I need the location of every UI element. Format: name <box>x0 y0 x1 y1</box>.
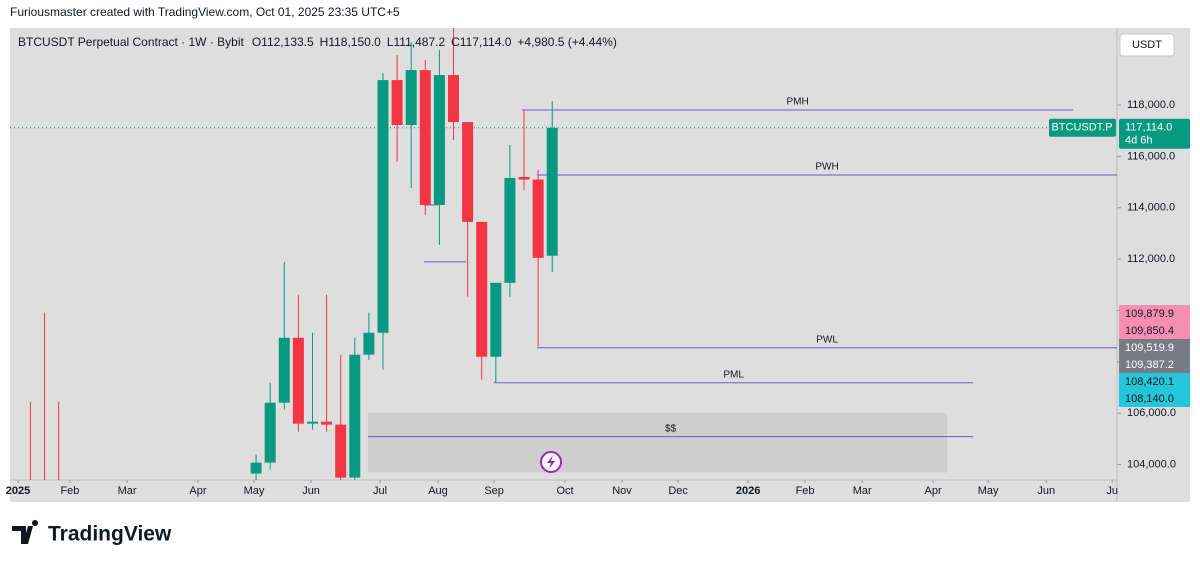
ohlc-label: H118,150.0 <box>320 35 381 49</box>
y-tick-label: 118,000.0 <box>1127 99 1175 111</box>
chart-title: BTCUSDT Perpetual Contract · 1W · Bybit <box>18 35 245 49</box>
level-label: PMH <box>786 97 808 108</box>
axis-badge <box>1119 322 1190 339</box>
candle-body <box>433 75 445 205</box>
candle-body <box>335 424 347 478</box>
x-tick-label: Mar <box>118 485 137 497</box>
y-tick-label: 112,000.0 <box>1127 253 1175 265</box>
plot-area: PMH PWH PWL PML $$ <box>10 28 1117 480</box>
countdown-label: 4d 6h <box>1125 135 1153 147</box>
x-tick-label: Jul <box>373 485 387 497</box>
candle-body <box>377 80 389 333</box>
y-tick-label: 104,000.0 <box>1127 458 1176 470</box>
level-label: PWH <box>815 162 838 173</box>
x-tick-label: May <box>978 485 999 497</box>
lightning-icon <box>540 451 562 473</box>
x-tick-label: Apr <box>925 485 942 497</box>
x-tick-label: 2026 <box>736 485 760 497</box>
level-label: PML <box>723 369 744 380</box>
candle-body <box>419 70 431 205</box>
y-tick-label: 116,000.0 <box>1127 150 1175 162</box>
axis-badge <box>1119 339 1190 356</box>
axis-badge-label: 109,387.2 <box>1125 359 1174 371</box>
change-label: +4,980.5 (+4.44%) <box>517 35 616 49</box>
price-label: 117,114.0 <box>1125 122 1172 134</box>
x-tick-label: Ju <box>1106 485 1118 497</box>
symbol-label: BTCUSDT.P <box>1051 122 1112 134</box>
x-tick-label: Dec <box>668 485 688 497</box>
candle-body <box>349 354 361 478</box>
overlay: 104,000.0106,000.0108,000.0110,000.0112,… <box>6 99 1190 497</box>
y-tick-label: 106,000.0 <box>1127 407 1176 419</box>
level-label: $$ <box>665 423 677 434</box>
axis-badge <box>1119 373 1190 390</box>
ohlc-label: O112,133.5 <box>252 35 314 49</box>
candle-body <box>363 332 375 355</box>
level-label: PWL <box>816 334 838 345</box>
logo-mark <box>12 520 39 544</box>
candle-body <box>278 337 290 403</box>
candle-body <box>391 80 403 126</box>
axis-badge <box>1119 356 1190 373</box>
candle-body <box>532 179 544 258</box>
candle-body <box>504 177 516 283</box>
candle-body <box>490 282 502 357</box>
x-tick-label: Apr <box>189 485 206 497</box>
candle-body <box>462 122 474 222</box>
candle-body <box>264 402 276 463</box>
x-tick-label: Jun <box>302 485 320 497</box>
x-tick-label: May <box>244 485 265 497</box>
candle-body <box>250 462 262 474</box>
candle-body <box>405 70 417 126</box>
axis-badge-label: 108,420.1 <box>1125 376 1174 388</box>
ohlc-label: L111,487.2 <box>387 35 446 49</box>
axis-badge <box>1119 305 1190 322</box>
x-tick-label: Nov <box>612 485 632 497</box>
y-tick-label: 114,000.0 <box>1127 202 1175 214</box>
x-tick-label: Oct <box>556 485 573 497</box>
ohlc-label: C117,114.0 <box>451 35 512 49</box>
currency-button-label[interactable]: USDT <box>1132 39 1162 51</box>
candle-body <box>306 421 318 424</box>
x-tick-label: Sep <box>484 485 504 497</box>
candle-body <box>518 176 530 180</box>
zone <box>368 412 948 473</box>
symbol-badge <box>1049 118 1116 137</box>
price-badge <box>1119 118 1190 149</box>
axis-badge <box>1119 390 1190 407</box>
x-tick-label: 2025 <box>6 485 30 497</box>
logo: TradingView <box>12 520 172 546</box>
x-tick-label: Jun <box>1037 485 1055 497</box>
candle-body <box>321 421 333 425</box>
axis-badge-label: 109,519.9 <box>1125 342 1174 354</box>
x-tick-label: Feb <box>796 485 815 497</box>
x-tick-label: Feb <box>60 485 79 497</box>
credit: Furiousmaster created with TradingView.c… <box>10 5 400 19</box>
candle-body <box>476 221 488 357</box>
currency-button[interactable] <box>1119 33 1175 57</box>
candle-body <box>292 337 304 424</box>
candle-body <box>448 75 460 123</box>
axis-badge-label: 108,140.0 <box>1125 393 1174 405</box>
x-tick-label: Mar <box>853 485 872 497</box>
candle-body <box>546 127 558 256</box>
axis-badge-label: 109,879.9 <box>1125 308 1174 320</box>
axis-badge-label: 109,850.4 <box>1125 325 1174 337</box>
brand: TradingView <box>48 523 172 546</box>
x-tick-label: Aug <box>428 485 448 497</box>
